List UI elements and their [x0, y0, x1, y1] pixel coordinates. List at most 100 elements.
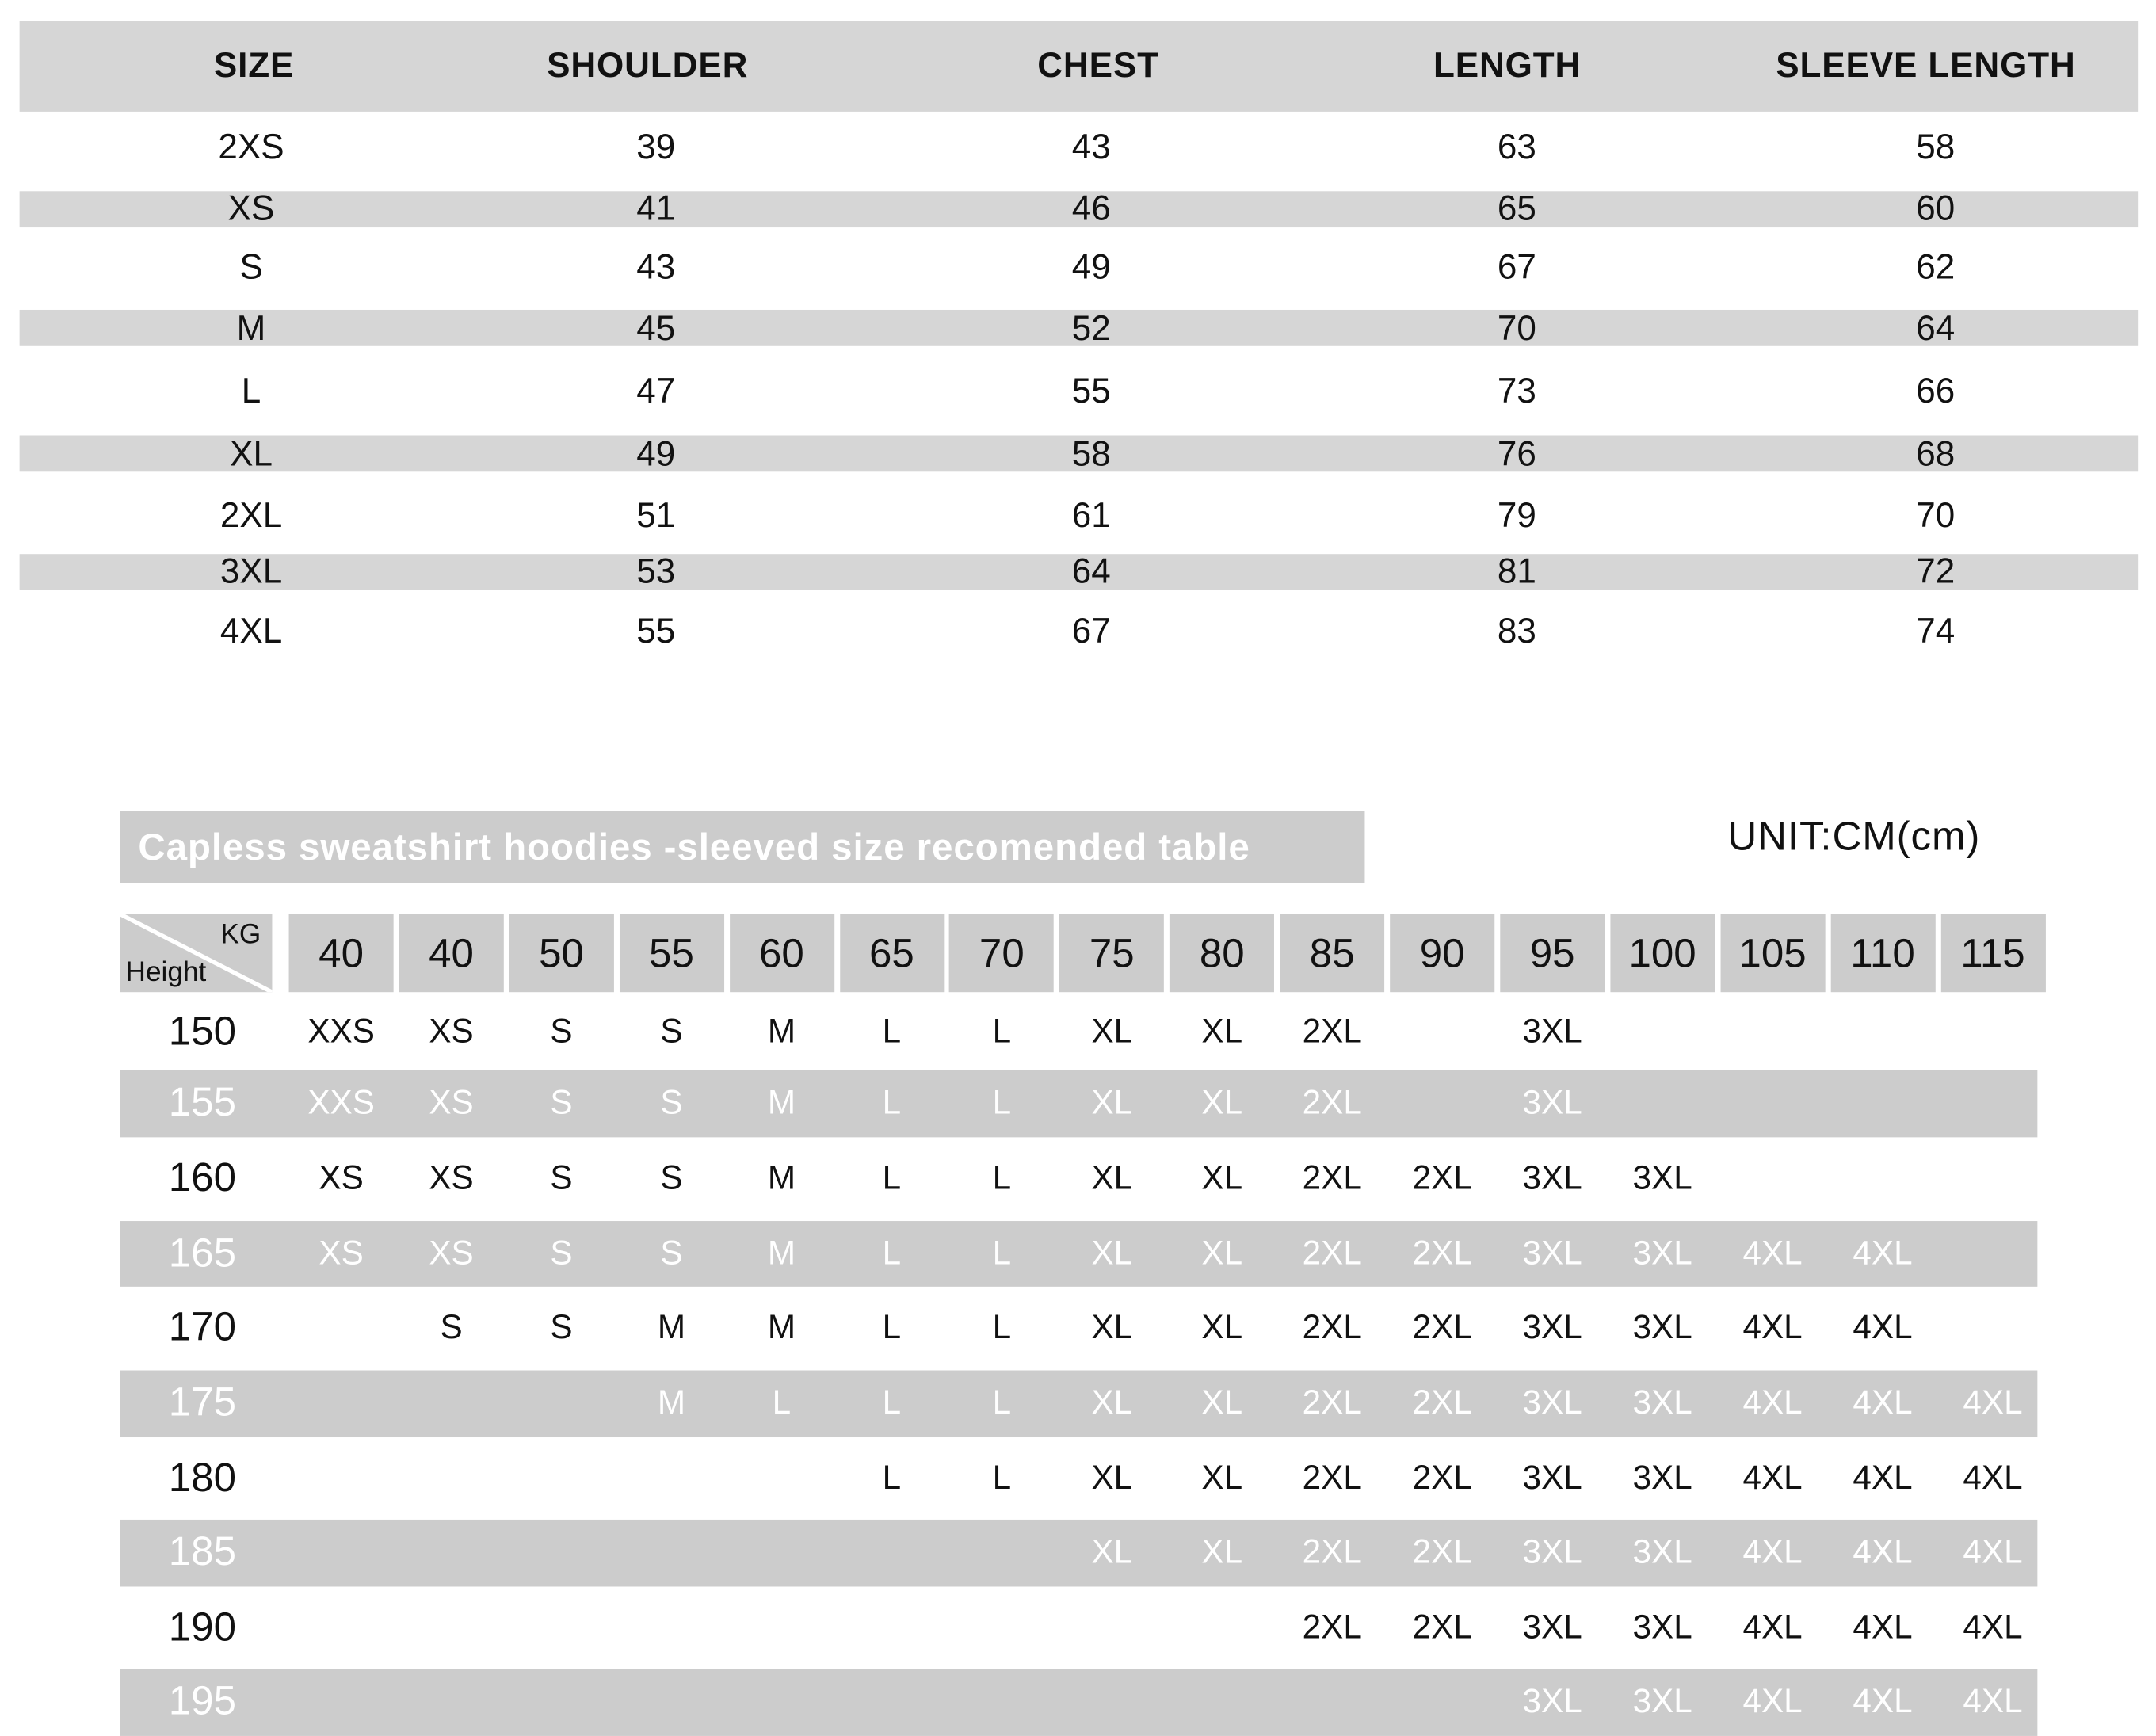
measurement-cell: 46 [1071, 189, 1111, 228]
size-cell: XL [1201, 1159, 1243, 1198]
size-cell: 4XL [1742, 1309, 1803, 1347]
size-cell: S [550, 1013, 573, 1051]
table-row [120, 1221, 2038, 1287]
measurement-cell: 39 [636, 128, 676, 167]
size-cell: S [550, 1309, 573, 1347]
size-cell: 2XL [1412, 1159, 1472, 1198]
weight-header: 70 [949, 914, 1055, 993]
size-cell: 2XL [1302, 1459, 1362, 1497]
size-cell: 4XL [1742, 1608, 1803, 1646]
size-cell: L [992, 1013, 1012, 1051]
corner-cell: KG Height [120, 914, 273, 993]
corner-kg-label: KG [220, 919, 261, 951]
size-cell: L [992, 1309, 1012, 1347]
measurement-cell: 66 [1916, 372, 1956, 411]
measurement-cell: 45 [636, 309, 676, 349]
measurement-cell: 79 [1497, 496, 1536, 536]
measurement-cell: 62 [1916, 247, 1956, 287]
height-cell: 185 [168, 1530, 236, 1575]
size-cell: 4XL [1742, 1384, 1803, 1422]
size-cell: 3XL [1632, 1384, 1692, 1422]
size-cell: XS [319, 1159, 364, 1198]
measurement-cell: 43 [636, 247, 676, 287]
size-cell: 2XL [1302, 1608, 1362, 1646]
column-header: SIZE [213, 46, 295, 86]
measurement-cell: 67 [1071, 612, 1111, 651]
column-header: LENGTH [1433, 46, 1582, 86]
size-cell: XS [319, 1234, 364, 1272]
measurement-cell: 49 [636, 434, 676, 474]
measurement-cell: 58 [1916, 128, 1956, 167]
size-cell: L [882, 1234, 902, 1272]
measurement-cell: 53 [636, 551, 676, 591]
size-cell: M [236, 309, 266, 349]
size-cell: L [992, 1459, 1012, 1497]
size-cell: S [660, 1013, 683, 1051]
size-cell: L [882, 1013, 902, 1051]
weight-header: 60 [729, 914, 834, 993]
size-cell: S [660, 1159, 683, 1198]
measurement-table-header [19, 21, 2139, 112]
size-cell: 2XL [1412, 1533, 1472, 1572]
size-cell: XXS [307, 1013, 375, 1051]
diagonal-divider [120, 914, 273, 993]
weight-header: 110 [1830, 914, 1936, 993]
measurement-cell: 49 [1071, 247, 1111, 287]
measurement-cell: 74 [1916, 612, 1956, 651]
size-cell: 4XL [1853, 1683, 1913, 1721]
size-cell: S [440, 1309, 463, 1347]
size-cell: XS [429, 1013, 474, 1051]
height-cell: 170 [168, 1305, 236, 1350]
size-cell: 4XL [1853, 1384, 1913, 1422]
size-cell: 3XL [1632, 1608, 1692, 1646]
size-cell: 4XL [1963, 1533, 2023, 1572]
measurement-cell: 64 [1916, 309, 1956, 349]
size-cell: 2XL [1412, 1234, 1472, 1272]
measurement-cell: 52 [1071, 309, 1111, 349]
size-cell: 2XL [1302, 1234, 1362, 1272]
size-cell: L [992, 1384, 1012, 1422]
measurement-cell: 63 [1497, 128, 1536, 167]
size-cell: L [992, 1159, 1012, 1198]
weight-header: 50 [509, 914, 614, 993]
size-cell: 3XL [1522, 1459, 1582, 1497]
measurement-cell: 70 [1916, 496, 1956, 536]
size-cell: 3XL [1632, 1234, 1692, 1272]
size-cell: 2XL [1302, 1084, 1362, 1123]
size-cell: 3XL [1522, 1309, 1582, 1347]
size-cell: 2XL [219, 496, 283, 536]
size-cell: M [767, 1013, 796, 1051]
measurement-cell: 76 [1497, 434, 1536, 474]
measurement-cell: 47 [636, 372, 676, 411]
weight-header: 100 [1610, 914, 1715, 993]
measurement-cell: 60 [1916, 189, 1956, 228]
size-cell: 4XL [1853, 1234, 1913, 1272]
size-cell: 2XL [1302, 1309, 1362, 1347]
measurement-cell: 55 [636, 612, 676, 651]
row-stripe [19, 191, 2139, 228]
size-cell: 2XS [218, 128, 284, 167]
table-row [120, 1070, 2038, 1138]
size-cell: 3XL [1522, 1234, 1582, 1272]
size-cell: L [772, 1384, 792, 1422]
measurement-cell: 64 [1071, 551, 1111, 591]
measurement-cell: 81 [1497, 551, 1536, 591]
size-cell: 4XL [1853, 1533, 1913, 1572]
size-cell: 3XL [219, 551, 283, 591]
weight-header: 65 [839, 914, 944, 993]
size-cell: 4XL [1853, 1309, 1913, 1347]
size-cell: XL [1091, 1384, 1133, 1422]
column-header: SHOULDER [547, 46, 749, 86]
size-cell: 4XL [1742, 1533, 1803, 1572]
size-cell: 2XL [1412, 1608, 1472, 1646]
height-cell: 190 [168, 1604, 236, 1650]
size-cell: XS [429, 1159, 474, 1198]
size-cell: 4XL [1963, 1608, 2023, 1646]
size-cell: 2XL [1302, 1384, 1362, 1422]
size-cell: 4XL [1963, 1459, 2023, 1497]
size-cell: XL [1091, 1459, 1133, 1497]
size-cell: 2XL [1412, 1384, 1472, 1422]
size-cell: L [882, 1384, 902, 1422]
size-cell: XL [1091, 1533, 1133, 1572]
measurement-cell: 68 [1916, 434, 1956, 474]
